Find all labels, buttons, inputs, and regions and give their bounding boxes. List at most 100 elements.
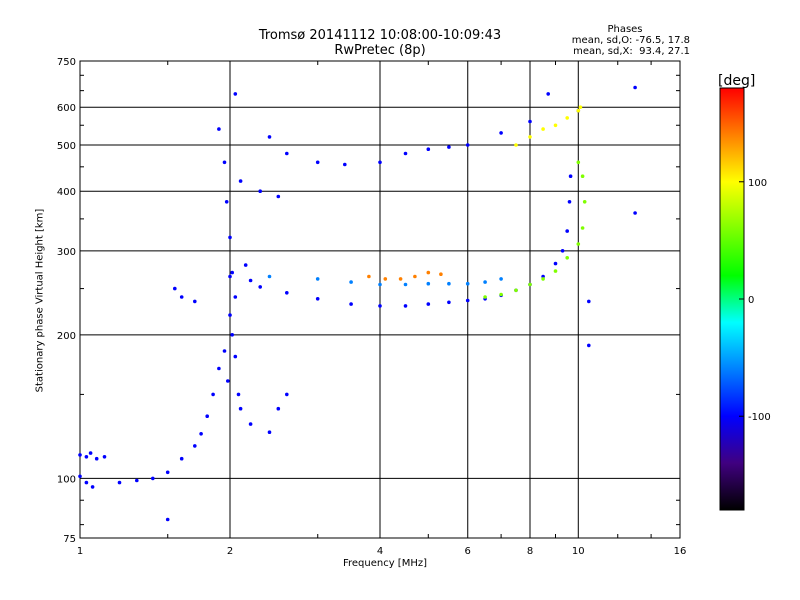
y-tick-label: 100 (57, 474, 76, 485)
data-point (546, 92, 550, 96)
data-point (173, 286, 177, 291)
data-point (267, 430, 272, 435)
x-tick-label: 8 (527, 546, 533, 557)
data-point (276, 194, 281, 199)
data-point (199, 432, 203, 436)
data-point (587, 343, 591, 348)
data-point (465, 298, 470, 303)
data-point (179, 295, 184, 299)
data-point (413, 274, 417, 279)
colorbar-tick-label: -100 (748, 412, 771, 423)
y-tick-label: 300 (57, 247, 76, 258)
data-point (383, 277, 388, 281)
data-point (426, 147, 431, 151)
data-point (378, 160, 382, 165)
data-point (315, 297, 320, 301)
data-point (499, 292, 503, 297)
data-point (94, 456, 99, 461)
data-point (528, 135, 532, 139)
y-tick-label: 400 (57, 187, 76, 198)
colorbar-label: [deg] (718, 73, 756, 89)
data-point (233, 295, 238, 299)
data-point (267, 274, 272, 279)
data-point (315, 160, 320, 165)
data-point (633, 211, 637, 215)
data-point (426, 302, 431, 306)
data-point (565, 116, 569, 120)
x-tick-label: 10 (572, 546, 585, 557)
data-point (233, 92, 238, 96)
data-point (528, 119, 532, 124)
data-point (135, 478, 139, 483)
data-point (258, 285, 263, 289)
data-point (211, 392, 215, 397)
data-point (367, 274, 371, 279)
data-point (90, 485, 95, 489)
data-point (587, 299, 591, 304)
data-point (582, 200, 587, 204)
y-tick-label: 750 (57, 57, 76, 68)
y-tick-label: 200 (57, 331, 76, 342)
data-point (238, 179, 243, 183)
data-point (343, 162, 347, 167)
data-point (499, 277, 503, 281)
data-point (398, 277, 403, 281)
data-point (267, 135, 272, 139)
data-point (193, 299, 197, 304)
chart-subtitle: RwPretec (8p) (334, 43, 426, 58)
data-point (560, 249, 565, 253)
data-point (78, 474, 82, 479)
data-point (568, 174, 573, 178)
data-point (576, 242, 581, 246)
data-point (193, 444, 197, 448)
data-point (248, 422, 253, 426)
data-point (447, 281, 451, 286)
data-point (285, 151, 289, 156)
phase-x-stats: mean, sd,X: 93.4, 27.1 (573, 46, 690, 57)
data-point (426, 281, 431, 286)
data-point (224, 200, 229, 204)
data-point (528, 282, 532, 287)
data-point (439, 272, 443, 277)
data-point (465, 143, 470, 147)
data-point (553, 269, 558, 273)
data-point (576, 160, 581, 165)
data-point (233, 354, 238, 359)
data-point (258, 189, 263, 193)
data-point (276, 406, 281, 411)
x-tick-label: 2 (227, 546, 233, 557)
data-point (553, 261, 558, 266)
data-point (230, 333, 234, 337)
data-point (514, 288, 518, 293)
data-point (228, 274, 232, 279)
data-point (88, 451, 93, 455)
data-point (403, 282, 408, 287)
x-tick-label: 6 (465, 546, 471, 557)
y-axis-label: Stationary phase Virtual Height [km] (34, 208, 46, 393)
data-point (222, 349, 227, 353)
data-point (222, 160, 227, 165)
data-point (499, 131, 503, 135)
data-point (633, 85, 637, 90)
y-tick-label: 75 (63, 534, 76, 545)
data-point (426, 270, 431, 275)
data-point (378, 304, 382, 308)
data-point (217, 127, 221, 131)
data-point (248, 278, 253, 283)
data-point (238, 406, 243, 411)
data-point (78, 453, 82, 457)
data-point (565, 255, 569, 260)
data-point (179, 456, 184, 461)
y-tick-label: 500 (57, 141, 76, 152)
data-point (236, 392, 241, 397)
data-point (205, 414, 209, 419)
data-point (576, 108, 581, 113)
chart-title: Tromsø 20141112 10:08:00-10:09:43 (258, 28, 502, 43)
data-point (565, 229, 569, 233)
colorbar-tick-label: 100 (748, 178, 767, 189)
data-point (230, 270, 234, 275)
data-point (315, 277, 320, 281)
data-point (349, 280, 353, 284)
data-point (165, 517, 170, 522)
